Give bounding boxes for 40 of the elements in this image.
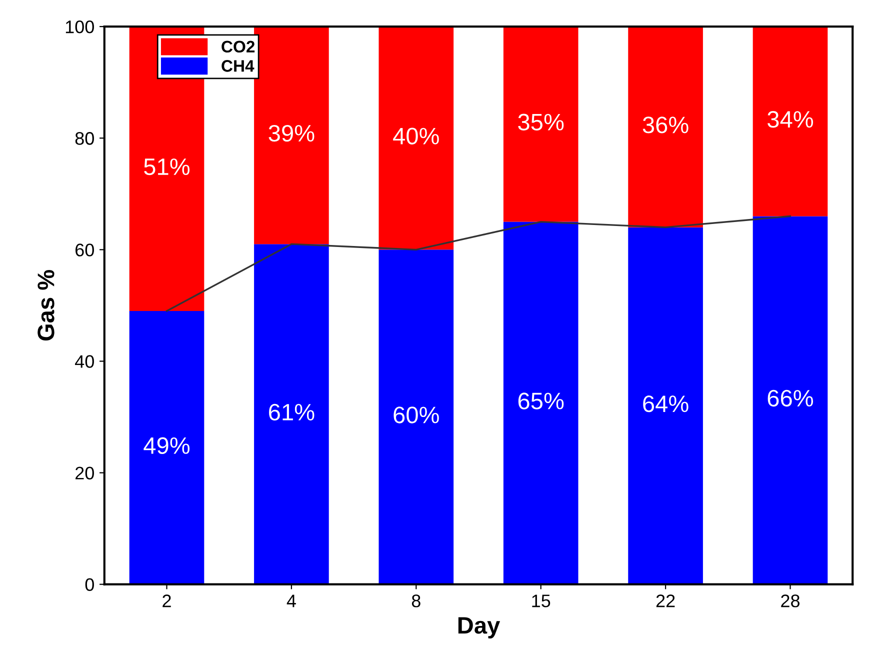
data-label: 35% [518, 114, 564, 131]
data-label: 61% [269, 404, 314, 421]
bar [628, 26, 703, 228]
bar [752, 26, 828, 216]
y-tick-label: 80 [75, 132, 94, 145]
x-tick-label: 22 [656, 594, 675, 608]
data-label: 66% [768, 390, 814, 407]
bar [503, 222, 578, 584]
bar [378, 250, 454, 584]
bar [254, 244, 329, 584]
legend-label: CO2 [222, 40, 255, 53]
data-label: 36% [642, 116, 688, 134]
x-tick-label: 28 [781, 594, 800, 608]
y-tick-label: 100 [66, 20, 94, 34]
bar [752, 216, 828, 584]
y-axis-title: Gas % [38, 270, 54, 341]
bar [378, 26, 454, 250]
x-tick-label: 15 [532, 594, 550, 608]
legend-label: CH4 [222, 60, 254, 72]
x-tick-label: 8 [412, 594, 420, 608]
data-label: 65% [518, 392, 564, 410]
data-label: 40% [393, 128, 439, 144]
bar [503, 26, 578, 222]
data-label: 39% [268, 124, 314, 142]
y-tick-label: 40 [75, 355, 94, 368]
data-label: 60% [394, 406, 439, 424]
line-series [166, 215, 792, 312]
data-label: 51% [144, 158, 190, 176]
y-tick-label: 0 [85, 578, 94, 592]
bar [254, 26, 329, 244]
y-tick-label: 20 [76, 466, 94, 480]
x-axis-title: Day [458, 617, 500, 638]
x-tick-label: 4 [286, 594, 296, 608]
bar [129, 311, 204, 584]
x-tick-label: 2 [162, 594, 171, 608]
data-label: 49% [144, 437, 190, 454]
bar [628, 227, 703, 584]
data-label: 64% [643, 395, 688, 412]
y-tick-label: 60 [76, 244, 94, 256]
data-label: 34% [768, 111, 814, 128]
